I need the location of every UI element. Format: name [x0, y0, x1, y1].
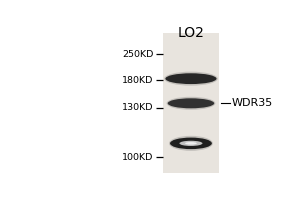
Ellipse shape — [179, 141, 203, 146]
Text: 130KD: 130KD — [122, 103, 154, 112]
Ellipse shape — [164, 72, 218, 86]
Ellipse shape — [170, 138, 212, 149]
Text: 180KD: 180KD — [122, 76, 154, 85]
Ellipse shape — [169, 136, 213, 151]
Bar — [163, 33, 219, 173]
Text: WDR35: WDR35 — [232, 98, 273, 108]
Ellipse shape — [167, 97, 215, 110]
Ellipse shape — [185, 142, 197, 145]
Text: 250KD: 250KD — [122, 50, 154, 59]
Ellipse shape — [168, 98, 214, 108]
Text: LO2: LO2 — [178, 26, 204, 40]
Ellipse shape — [165, 73, 217, 84]
Text: 100KD: 100KD — [122, 153, 154, 162]
